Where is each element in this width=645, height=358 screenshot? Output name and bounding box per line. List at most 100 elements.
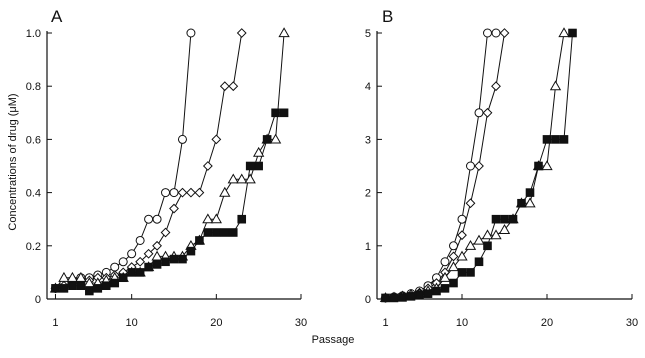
panel-b-square-point: [398, 293, 407, 302]
panel-a-square-point: [245, 161, 255, 171]
panel-b-square-point: [406, 292, 416, 301]
panel-b-triangle-point: [490, 229, 502, 240]
panel-b-square-point: [449, 278, 458, 288]
panel-b-triangle-point: [498, 224, 511, 234]
panel-a-square-point: [262, 135, 272, 144]
panel-a-triangle-point: [66, 271, 79, 282]
panel-a-square-point: [228, 228, 238, 237]
panel-a-triangle-series-line: [55, 32, 285, 289]
panel-a-square-point: [279, 108, 289, 118]
panel-a-diamond-point: [135, 256, 146, 267]
panel-b-y-tick-label: 2: [365, 188, 371, 200]
panel-a-square-point: [144, 262, 153, 272]
panel-b-square-point: [440, 284, 450, 293]
panel-b-y-tick-label: 5: [365, 28, 371, 40]
panel-b-circle-point: [440, 257, 450, 267]
panel-a-y-tick-label: 0.2: [26, 241, 41, 253]
panel-b-circle-point: [457, 214, 467, 224]
panel-b-circle-point: [483, 28, 492, 38]
panel-a-square-point: [101, 281, 111, 290]
panel-b-square-point: [500, 214, 509, 224]
panel-a-circle-point: [144, 214, 154, 224]
panel-a-circle-point: [177, 134, 187, 144]
panel-a-square-point: [93, 284, 103, 293]
panel-a-y-tick-label: 0.4: [26, 188, 41, 200]
panel-a-triangle-point: [58, 271, 70, 282]
panel-a-square-point: [220, 228, 230, 237]
panel-a-square-point: [254, 161, 263, 171]
panel-b-y-tick-label: 4: [365, 81, 371, 93]
panel-b-circle-point: [474, 108, 484, 118]
panel-a-triangle-point: [269, 133, 282, 144]
panel-b-square-point: [415, 290, 424, 300]
panel-a-square-point: [51, 284, 60, 293]
panel-b-square-point: [525, 188, 535, 197]
panel-a-triangle-point: [202, 213, 214, 224]
panel-a-square-point: [118, 273, 128, 283]
panel-a-label: A: [51, 7, 63, 26]
panel-a-diamond-point: [169, 203, 179, 214]
panel-a-circle-point: [118, 257, 128, 267]
panel-b-square-point: [551, 135, 560, 144]
panel-b-x-tick-label: 10: [456, 317, 468, 329]
panel-b-diamond-point: [474, 161, 484, 171]
panel-b-triangle-point: [541, 160, 553, 171]
panel-b-diamond-point: [491, 81, 501, 92]
panel-b-square-point: [457, 268, 467, 277]
panel-b-y-tick-label: 1: [365, 241, 371, 253]
panel-b-diamond-point: [482, 107, 493, 118]
panel-a-square-point: [135, 268, 145, 277]
panel-b-triangle-point: [558, 27, 570, 38]
panel-b-circle-point: [466, 161, 475, 171]
panel-b-square-point: [517, 198, 526, 208]
panel-b-diamond-point: [457, 230, 467, 241]
panel-a-diamond-point: [160, 227, 171, 238]
panel-b-square-point: [483, 241, 492, 251]
panel-b-triangle-point: [524, 197, 536, 208]
panel-b-triangle-point: [456, 250, 468, 261]
panel-a-x-tick-label: 30: [295, 317, 307, 329]
panel-a-diamond-point: [236, 28, 247, 38]
panel-a-triangle-point: [253, 146, 265, 157]
panel-b-triangle-point: [481, 229, 494, 240]
panel-b-square-point: [423, 289, 433, 298]
panel-a-triangle-point: [278, 27, 290, 38]
panel-a-diamond-point: [152, 240, 162, 251]
panel-a-circle-point: [135, 235, 145, 245]
panel-a-square-point: [152, 260, 162, 269]
panel-b-y-tick-label: 3: [365, 134, 371, 146]
panel-b-x-tick-label: 20: [541, 317, 553, 329]
panel-a-triangle-point: [227, 173, 239, 184]
panel-b-circle-point: [449, 241, 458, 251]
panel-b-x-tick-label: 30: [626, 317, 638, 329]
panel-a-diamond-point: [228, 81, 239, 92]
panel-b-triangle-point: [447, 261, 460, 272]
panel-a-circle-point: [186, 28, 196, 38]
panel-a-y-tick-label: 0: [35, 294, 41, 306]
panel-b-square-point: [559, 135, 569, 144]
panel-a: A 0 0.2 0.4 0.6 0.8 1.0 1 10 20 30: [26, 7, 307, 329]
panel-a-square-point: [195, 236, 204, 245]
panel-b-square-point: [568, 28, 577, 38]
panel-a-circle-point: [110, 262, 120, 272]
panel-b-square-point: [389, 293, 399, 303]
panel-a-circle-point: [152, 214, 162, 224]
panel-a-y-tick-label: 0.6: [26, 134, 41, 146]
panel-b-triangle-point: [464, 239, 477, 250]
panel-b-label: B: [382, 7, 393, 26]
panel-a-square-point: [271, 108, 280, 118]
panel-a-square-point: [59, 284, 69, 293]
panel-b-y-tick-label: 0: [365, 294, 371, 306]
panel-b-x-tick-label: 1: [382, 317, 388, 329]
panel-b-square-point: [466, 268, 475, 277]
panel-a-triangle-point: [151, 250, 163, 261]
panel-b-square-point: [534, 161, 543, 171]
panel-a-square-point: [186, 246, 196, 256]
panel-a-square-point: [127, 268, 136, 277]
panel-a-circle-point: [127, 249, 137, 259]
panel-b-triangle-point: [473, 234, 485, 245]
panel-a-square-point: [161, 257, 170, 267]
panel-b-diamond-point: [499, 28, 510, 38]
